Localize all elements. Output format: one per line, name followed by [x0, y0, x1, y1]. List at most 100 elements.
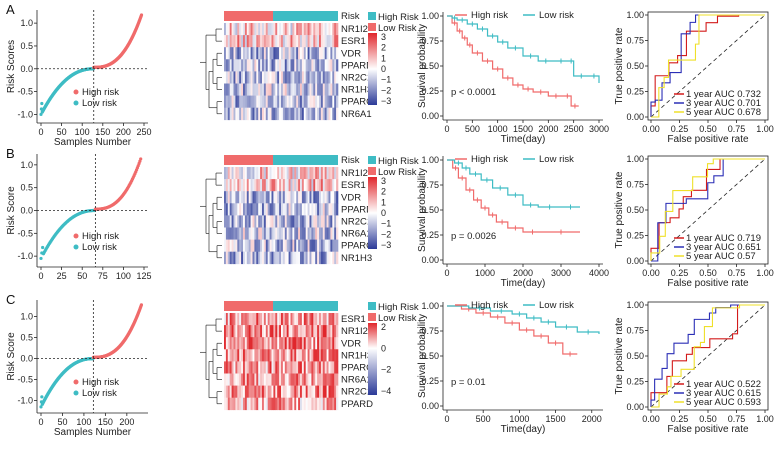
heatmap-cell [243, 251, 246, 265]
heatmap-cell [263, 325, 267, 338]
heatmap-cell [330, 251, 333, 265]
heatmap-cell [282, 59, 286, 72]
heatmap-cell [250, 59, 253, 72]
heatmap-cell [334, 203, 337, 216]
heatmap-cell [254, 95, 257, 108]
heatmap-cell [250, 397, 253, 411]
heatmap-cell [267, 361, 270, 374]
heatmap-cell [250, 191, 253, 204]
heatmap-cell [273, 167, 276, 180]
heatmap-cell [237, 59, 240, 72]
heatmap-cell [290, 83, 293, 96]
heatmap-cell [267, 59, 270, 72]
heatmap-cell [307, 167, 310, 180]
color-scale-label: −1 [381, 219, 391, 229]
heatmap-cell [258, 215, 261, 228]
heatmap-cell [294, 179, 297, 192]
heatmap-cell [258, 361, 261, 374]
heatmap-cell [292, 59, 295, 72]
heatmap-cell [315, 385, 318, 398]
heatmap-cell [262, 47, 265, 60]
heatmap-cell [322, 397, 325, 411]
heatmap-cell [305, 227, 308, 240]
color-scale-bar [368, 177, 377, 249]
heatmap-cell [279, 215, 282, 228]
heatmap-cell [319, 95, 322, 108]
heatmap-cell [275, 337, 278, 350]
heatmap-cell [336, 385, 339, 398]
heatmap-cell [277, 349, 280, 362]
y-tick-label: 1.00 [421, 11, 439, 21]
heatmap-cell [288, 361, 291, 374]
heatmap-cell [309, 191, 312, 204]
heatmap-cell [301, 373, 305, 386]
heatmap-cell [284, 227, 287, 240]
heatmap-cell [317, 349, 320, 362]
y-tick-label: 1.00 [626, 154, 644, 164]
heatmap-cell [235, 71, 238, 84]
heatmap-cell [319, 251, 322, 265]
heatmap-cell [336, 325, 339, 338]
heatmap-cell [292, 203, 295, 216]
heatmap-cell [227, 337, 230, 350]
x-tick-label: 1000 [475, 268, 495, 278]
heatmap-cell [273, 23, 276, 36]
heatmap-cell [298, 325, 301, 338]
heatmap-cell [277, 23, 280, 36]
heatmap-cell [244, 203, 248, 216]
heatmap-cell [300, 313, 303, 326]
heatmap-cell [284, 107, 287, 121]
heatmap-cell [315, 325, 318, 338]
heatmap-cell [319, 59, 322, 72]
group-bar-low [273, 155, 338, 165]
heatmap-cell [305, 325, 308, 338]
heatmap-cell [237, 95, 240, 108]
heatmap-cell [269, 23, 272, 36]
heatmap-cell [258, 191, 261, 204]
heatmap-cell [265, 373, 268, 386]
heatmap-cell [282, 95, 286, 108]
heatmap-cell [315, 361, 318, 374]
heatmap-cell [263, 251, 267, 265]
survival-curve-high [447, 159, 580, 233]
heatmap-cell [320, 349, 324, 362]
heatmap-cell [281, 227, 284, 240]
heatmap-cell [254, 227, 257, 240]
heatmap-cell [279, 325, 282, 338]
heatmap-cell [262, 95, 265, 108]
heatmap-cell [336, 349, 339, 362]
heatmap-cell [313, 23, 316, 36]
heatmap-cell [303, 313, 306, 326]
heatmap-cell [288, 167, 291, 180]
heatmap-cell [267, 35, 270, 48]
heatmap-cell [317, 167, 320, 180]
heatmap-cell [298, 385, 301, 398]
heatmap-cell [332, 239, 335, 252]
heatmap-cell [298, 373, 301, 386]
heatmap-cell [298, 397, 301, 411]
heatmap-cell [256, 349, 259, 362]
y-tick-label: 0.00 [421, 401, 439, 411]
heatmap-cell [279, 71, 282, 84]
heatmap-cell [320, 95, 324, 108]
heatmap-cell [324, 325, 327, 338]
heatmap-cell [241, 47, 244, 60]
heatmap-cell [315, 239, 318, 252]
heatmap-cell [224, 83, 227, 96]
heatmap-cell [284, 179, 287, 192]
diagonal-reference [650, 14, 766, 118]
heatmap-cell [301, 95, 305, 108]
heatmap-cell [326, 397, 329, 411]
heatmap-cell [275, 203, 278, 216]
heatmap-cell [298, 95, 301, 108]
heatmap-cell [237, 71, 240, 84]
legend-high-marker [73, 89, 79, 95]
heatmap-cell [265, 215, 268, 228]
heatmap-cell [311, 215, 314, 228]
heatmap-cell [305, 59, 308, 72]
heatmap-cell [277, 95, 280, 108]
heatmap-cell [330, 215, 333, 228]
y-tick-label: 0.0 [20, 206, 33, 216]
heatmap-cell [224, 239, 227, 252]
